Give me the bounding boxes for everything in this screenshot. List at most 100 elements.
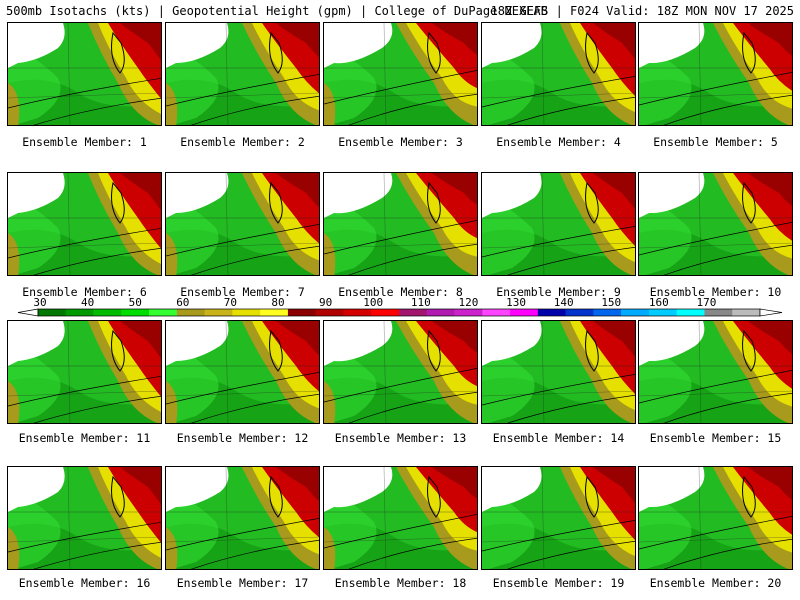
colorbar-swatch [426,309,455,316]
isotach-map [8,467,161,569]
colorbar-swatch [732,309,761,316]
ensemble-member-caption: Ensemble Member: 6 [22,285,147,299]
ensemble-member-caption: Ensemble Member: 18 [334,576,467,590]
colorbar-swatch [343,309,372,316]
isotach-map [324,321,477,423]
colorbar-swatch [676,309,705,316]
isotach-map [482,467,635,569]
colorbar-swatch [593,309,622,316]
colorbar-swatch [287,309,316,316]
colorbar-swatch [38,309,67,316]
ensemble-panel [7,466,162,570]
ensemble-panel [638,466,793,570]
colorbar-swatch [176,309,205,316]
ensemble-panel [481,320,636,424]
ensemble-member-caption: Ensemble Member: 10 [649,285,782,299]
ensemble-member-caption: Ensemble Member: 17 [176,576,309,590]
ensemble-member-caption: Ensemble Member: 1 [22,135,147,149]
colorbar-right-arrow [759,308,783,317]
isotach-map [324,23,477,125]
ensemble-member-caption: Ensemble Member: 19 [492,576,625,590]
map-title: 500mb Isotachs (kts) | Geopotential Heig… [6,4,548,18]
colorbar-swatch [65,309,94,316]
colorbar-swatch [315,309,344,316]
isotach-map [482,321,635,423]
ensemble-panel [481,466,636,570]
ensemble-panel [323,22,478,126]
ensemble-member-caption: Ensemble Member: 16 [18,576,151,590]
colorbar-swatch [121,309,150,316]
header: 500mb Isotachs (kts) | Geopotential Heig… [0,0,800,22]
colorbar-tick-label: 120 [459,296,479,309]
colorbar-swatch [93,309,122,316]
ensemble-panel [323,172,478,276]
isotach-map [8,23,161,125]
ensemble-member-caption: Ensemble Member: 4 [496,135,621,149]
isotach-map [324,467,477,569]
colorbar-tick-label: 80 [271,296,284,309]
colorbar-tick-label: 100 [363,296,383,309]
ensemble-member-caption: Ensemble Member: 11 [18,431,151,445]
colorbar-swatch [648,309,677,316]
isotach-map [166,173,319,275]
isotach-map [166,321,319,423]
ensemble-panel [638,172,793,276]
ensemble-member-caption: Ensemble Member: 5 [653,135,778,149]
isotach-map [166,23,319,125]
ensemble-member-caption: Ensemble Member: 8 [338,285,463,299]
colorbar-tick-label: 170 [697,296,717,309]
colorbar-tick-label: 130 [506,296,526,309]
ensemble-member-caption: Ensemble Member: 9 [496,285,621,299]
ensemble-panel [481,22,636,126]
colorbar-svg: 30 40 50 60 70 80 90 100 110 120 130 140 150 160 170 [17,296,783,317]
colorbar-swatch [510,309,539,316]
ensemble-panel [323,320,478,424]
colorbar-tick-label: 90 [319,296,332,309]
isotach-map [639,23,792,125]
colorbar-swatch [454,309,483,316]
isotach-map [8,321,161,423]
ensemble-panel [638,22,793,126]
ensemble-member-caption: Ensemble Member: 3 [338,135,463,149]
colorbar-swatch [232,309,261,316]
isotach-map [8,173,161,275]
colorbar-tick-label: 50 [129,296,142,309]
ensemble-panel [7,172,162,276]
ensemble-member-caption: Ensemble Member: 7 [180,285,305,299]
colorbar-tick-label: 40 [81,296,94,309]
ensemble-member-caption: Ensemble Member: 13 [334,431,467,445]
colorbar-tick-label: 60 [176,296,189,309]
colorbar-tick-label: 70 [224,296,237,309]
colorbar-swatch [399,309,428,316]
colorbar-left-arrow [17,308,39,317]
isotach-map [482,23,635,125]
ensemble-member-caption: Ensemble Member: 2 [180,135,305,149]
ensemble-member-caption: Ensemble Member: 14 [492,431,625,445]
colorbar: 30 40 50 60 70 80 90 100 110 120 130 140 150 160 170 [0,296,800,320]
isotach-map [639,467,792,569]
colorbar-swatch [482,309,511,316]
ensemble-panel [7,22,162,126]
colorbar-swatch [149,309,178,316]
colorbar-tick-label: 150 [601,296,621,309]
isotach-map [482,173,635,275]
ensemble-member-caption: Ensemble Member: 12 [176,431,309,445]
colorbar-swatch [621,309,650,316]
colorbar-swatch [537,309,566,316]
ensemble-panel [165,22,320,126]
colorbar-swatch [371,309,400,316]
colorbar-swatch [260,309,289,316]
colorbar-tick-label: 110 [411,296,431,309]
colorbar-tick-label: 160 [649,296,669,309]
run-valid-time: 18Z GEFS | F024 Valid: 18Z MON NOV 17 20… [490,4,794,18]
colorbar-swatch [204,309,233,316]
colorbar-tick-label: 140 [554,296,574,309]
ensemble-panel [481,172,636,276]
colorbar-swatch [704,309,733,316]
isotach-map [324,173,477,275]
colorbar-swatch [565,309,594,316]
isotach-map [639,173,792,275]
ensemble-panel [638,320,793,424]
ensemble-panel [7,320,162,424]
ensemble-panel [165,466,320,570]
